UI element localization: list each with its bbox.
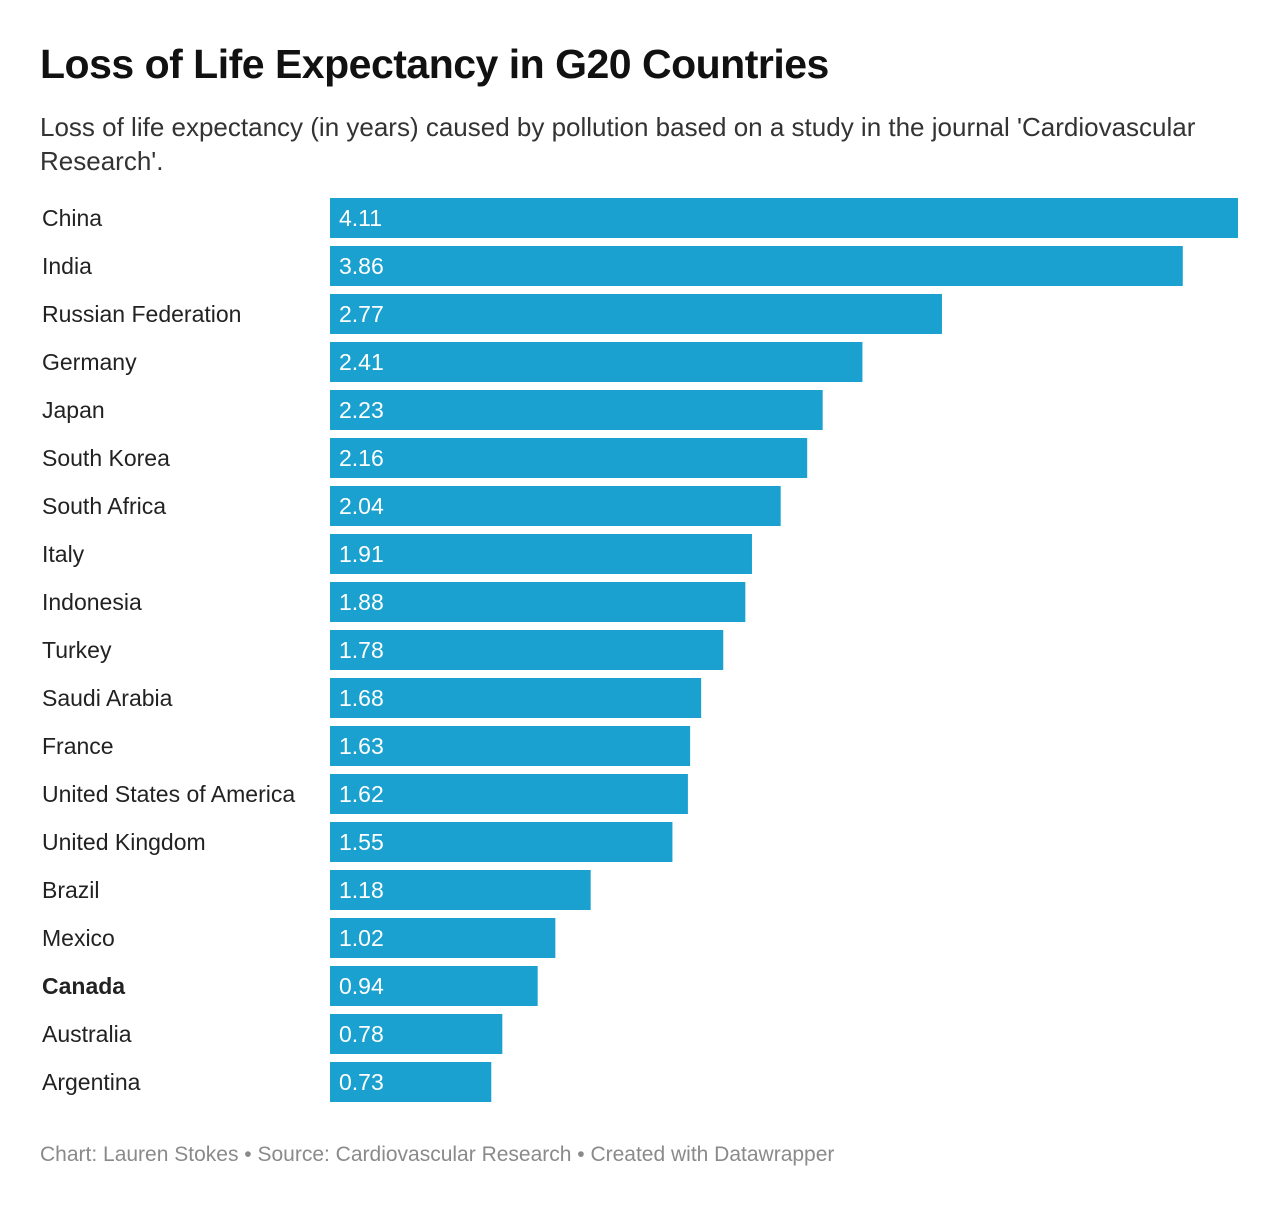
value-label-south-korea: 2.16 [339, 445, 384, 471]
value-label-china: 4.11 [339, 205, 382, 231]
category-label-australia: Australia [42, 1021, 132, 1047]
category-label-south-korea: South Korea [42, 445, 170, 471]
category-label-canada: Canada [42, 973, 125, 999]
category-label-china: China [42, 205, 102, 231]
category-label-france: France [42, 733, 114, 759]
value-label-australia: 0.78 [339, 1021, 384, 1047]
bar-italy [330, 534, 752, 574]
bar-russian-federation [330, 294, 942, 334]
category-label-germany: Germany [42, 349, 137, 375]
bar-row-united-states-of-america: United States of America 1.62 [42, 774, 688, 814]
bar-mexico [330, 918, 556, 958]
category-label-argentina: Argentina [42, 1069, 141, 1095]
bar-row-japan: Japan 2.23 [42, 390, 823, 430]
value-label-france: 1.63 [339, 733, 384, 759]
chart-subtitle: Loss of life expectancy (in years) cause… [40, 112, 1196, 176]
bar-row-turkey: Turkey 1.78 [42, 630, 724, 670]
category-label-russian-federation: Russian Federation [42, 301, 241, 327]
category-label-united-kingdom: United Kingdom [42, 829, 206, 855]
bar-row-brazil: Brazil 1.18 [42, 870, 591, 910]
category-label-japan: Japan [42, 397, 105, 423]
value-label-south-africa: 2.04 [339, 493, 384, 519]
category-label-italy: Italy [42, 541, 85, 567]
value-label-turkey: 1.78 [339, 637, 384, 663]
bar-row-china: China 4.11 [42, 198, 1238, 238]
value-label-argentina: 0.73 [339, 1069, 384, 1095]
bar-germany [330, 342, 863, 382]
bar-row-indonesia: Indonesia 1.88 [42, 582, 746, 622]
bar-united-states-of-america [330, 774, 688, 814]
bar-row-germany: Germany 2.41 [42, 342, 863, 382]
value-label-united-states-of-america: 1.62 [339, 781, 384, 807]
bar-indonesia [330, 582, 746, 622]
chart-footer-credits: Chart: Lauren Stokes • Source: Cardiovas… [40, 1143, 835, 1166]
category-label-brazil: Brazil [42, 877, 100, 903]
bar-row-argentina: Argentina 0.73 [42, 1062, 492, 1102]
bar-india [330, 246, 1183, 286]
bar-row-russian-federation: Russian Federation 2.77 [42, 294, 942, 334]
bar-row-france: France 1.63 [42, 726, 691, 766]
value-label-mexico: 1.02 [339, 925, 384, 951]
bar-row-south-korea: South Korea 2.16 [42, 438, 808, 478]
bar-canada [330, 966, 538, 1006]
bar-row-italy: Italy 1.91 [42, 534, 752, 574]
value-label-canada: 0.94 [339, 973, 384, 999]
bar-china [330, 198, 1238, 238]
value-label-brazil: 1.18 [339, 877, 384, 903]
category-label-united-states-of-america: United States of America [42, 781, 295, 807]
bar-row-mexico: Mexico 1.02 [42, 918, 556, 958]
value-label-japan: 2.23 [339, 397, 384, 423]
bar-turkey [330, 630, 724, 670]
category-label-india: India [42, 253, 92, 279]
bar-row-saudi-arabia: Saudi Arabia 1.68 [42, 678, 702, 718]
bar-row-australia: Australia 0.78 [42, 1014, 503, 1054]
bar-saudi-arabia [330, 678, 702, 718]
bar-row-united-kingdom: United Kingdom 1.55 [42, 822, 673, 862]
bar-australia [330, 1014, 503, 1054]
value-label-united-kingdom: 1.55 [339, 829, 384, 855]
bar-south-korea [330, 438, 808, 478]
bar-south-africa [330, 486, 781, 526]
category-label-turkey: Turkey [42, 637, 112, 663]
bar-france [330, 726, 691, 766]
category-label-indonesia: Indonesia [42, 589, 142, 615]
value-label-india: 3.86 [339, 253, 384, 279]
bar-row-canada: Canada 0.94 [42, 966, 538, 1006]
value-label-russian-federation: 2.77 [339, 301, 384, 327]
bar-brazil [330, 870, 591, 910]
value-label-germany: 2.41 [339, 349, 384, 375]
value-label-saudi-arabia: 1.68 [339, 685, 384, 711]
bar-japan [330, 390, 823, 430]
value-label-indonesia: 1.88 [339, 589, 384, 615]
value-label-italy: 1.91 [339, 541, 384, 567]
chart-title: Loss of Life Expectancy in G20 Countries [40, 41, 829, 87]
bar-row-south-africa: South Africa 2.04 [42, 486, 781, 526]
bar-united-kingdom [330, 822, 673, 862]
category-label-mexico: Mexico [42, 925, 115, 951]
bar-row-india: India 3.86 [42, 246, 1183, 286]
category-label-saudi-arabia: Saudi Arabia [42, 685, 173, 711]
bar-argentina [330, 1062, 492, 1102]
category-label-south-africa: South Africa [42, 493, 166, 519]
